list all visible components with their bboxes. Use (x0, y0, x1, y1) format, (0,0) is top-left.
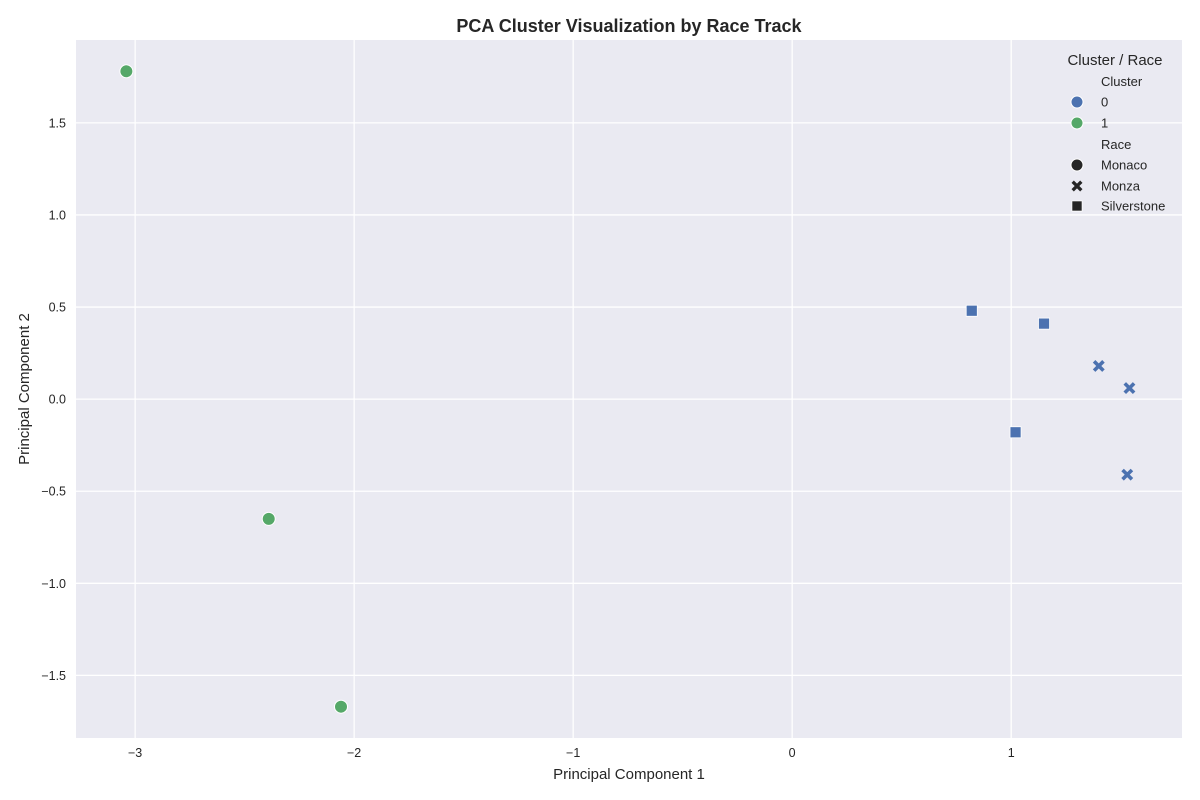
legend-race-monaco-label: Monaco (1101, 158, 1147, 173)
y-tick-label: −0.5 (41, 485, 66, 499)
plot-area (76, 40, 1182, 738)
legend-title: Cluster / Race (1067, 52, 1162, 69)
data-point-monaco-cluster-1 (261, 511, 276, 526)
x-tick-label: −3 (128, 746, 142, 760)
data-point-monaco-cluster-1 (334, 699, 349, 714)
legend-race-monza-marker (1071, 180, 1083, 192)
legend-cluster-1-marker (1070, 116, 1084, 130)
legend-race-monaco-marker (1070, 158, 1084, 172)
y-axis-label: Principal Component 2 (16, 313, 33, 465)
data-point-monza-cluster-0 (1123, 382, 1136, 395)
data-point-monza-cluster-0 (1092, 360, 1105, 372)
tick-labels: −3 −2 −1 0 1 −1.5 −1.0 −0.5 0.0 0.5 1.0 1.5 (41, 116, 1014, 760)
y-tick-label: 1.5 (49, 116, 66, 130)
legend-race-heading: Race (1101, 137, 1131, 152)
legend-cluster-0-marker (1070, 95, 1084, 109)
legend: Cluster / Race Cluster Race 0 1 Monaco Monz… (1067, 52, 1165, 214)
x-axis-label: Principal Component 1 (553, 766, 705, 783)
chart-title: PCA Cluster Visualization by Race Track (456, 16, 802, 36)
y-tick-label: 0.0 (49, 393, 66, 407)
y-tick-label: −1.0 (41, 577, 66, 591)
data-point-silverstone-cluster-0 (1009, 426, 1022, 439)
legend-race-silverstone-label: Silverstone (1101, 199, 1165, 214)
grid-lines (76, 40, 1182, 738)
x-tick-label: −2 (347, 746, 361, 760)
x-tick-label: −1 (566, 746, 580, 760)
y-tick-label: −1.5 (41, 669, 66, 683)
data-point-silverstone-cluster-0 (1038, 317, 1050, 330)
legend-race-silverstone-marker (1071, 200, 1083, 212)
x-tick-label: 0 (789, 746, 796, 760)
y-tick-label: 0.5 (49, 301, 66, 315)
legend-cluster-0-label: 0 (1101, 95, 1108, 110)
legend-race-monza-label: Monza (1101, 179, 1141, 194)
data-point-silverstone-cluster-0 (965, 304, 978, 317)
x-tick-label: 1 (1008, 746, 1015, 760)
y-tick-label: 1.0 (49, 208, 66, 222)
data-points (119, 64, 1136, 714)
legend-cluster-heading: Cluster (1101, 74, 1143, 89)
data-point-monaco-cluster-1 (119, 64, 134, 79)
data-point-monza-cluster-0 (1121, 468, 1134, 481)
legend-cluster-1-label: 1 (1101, 116, 1108, 131)
